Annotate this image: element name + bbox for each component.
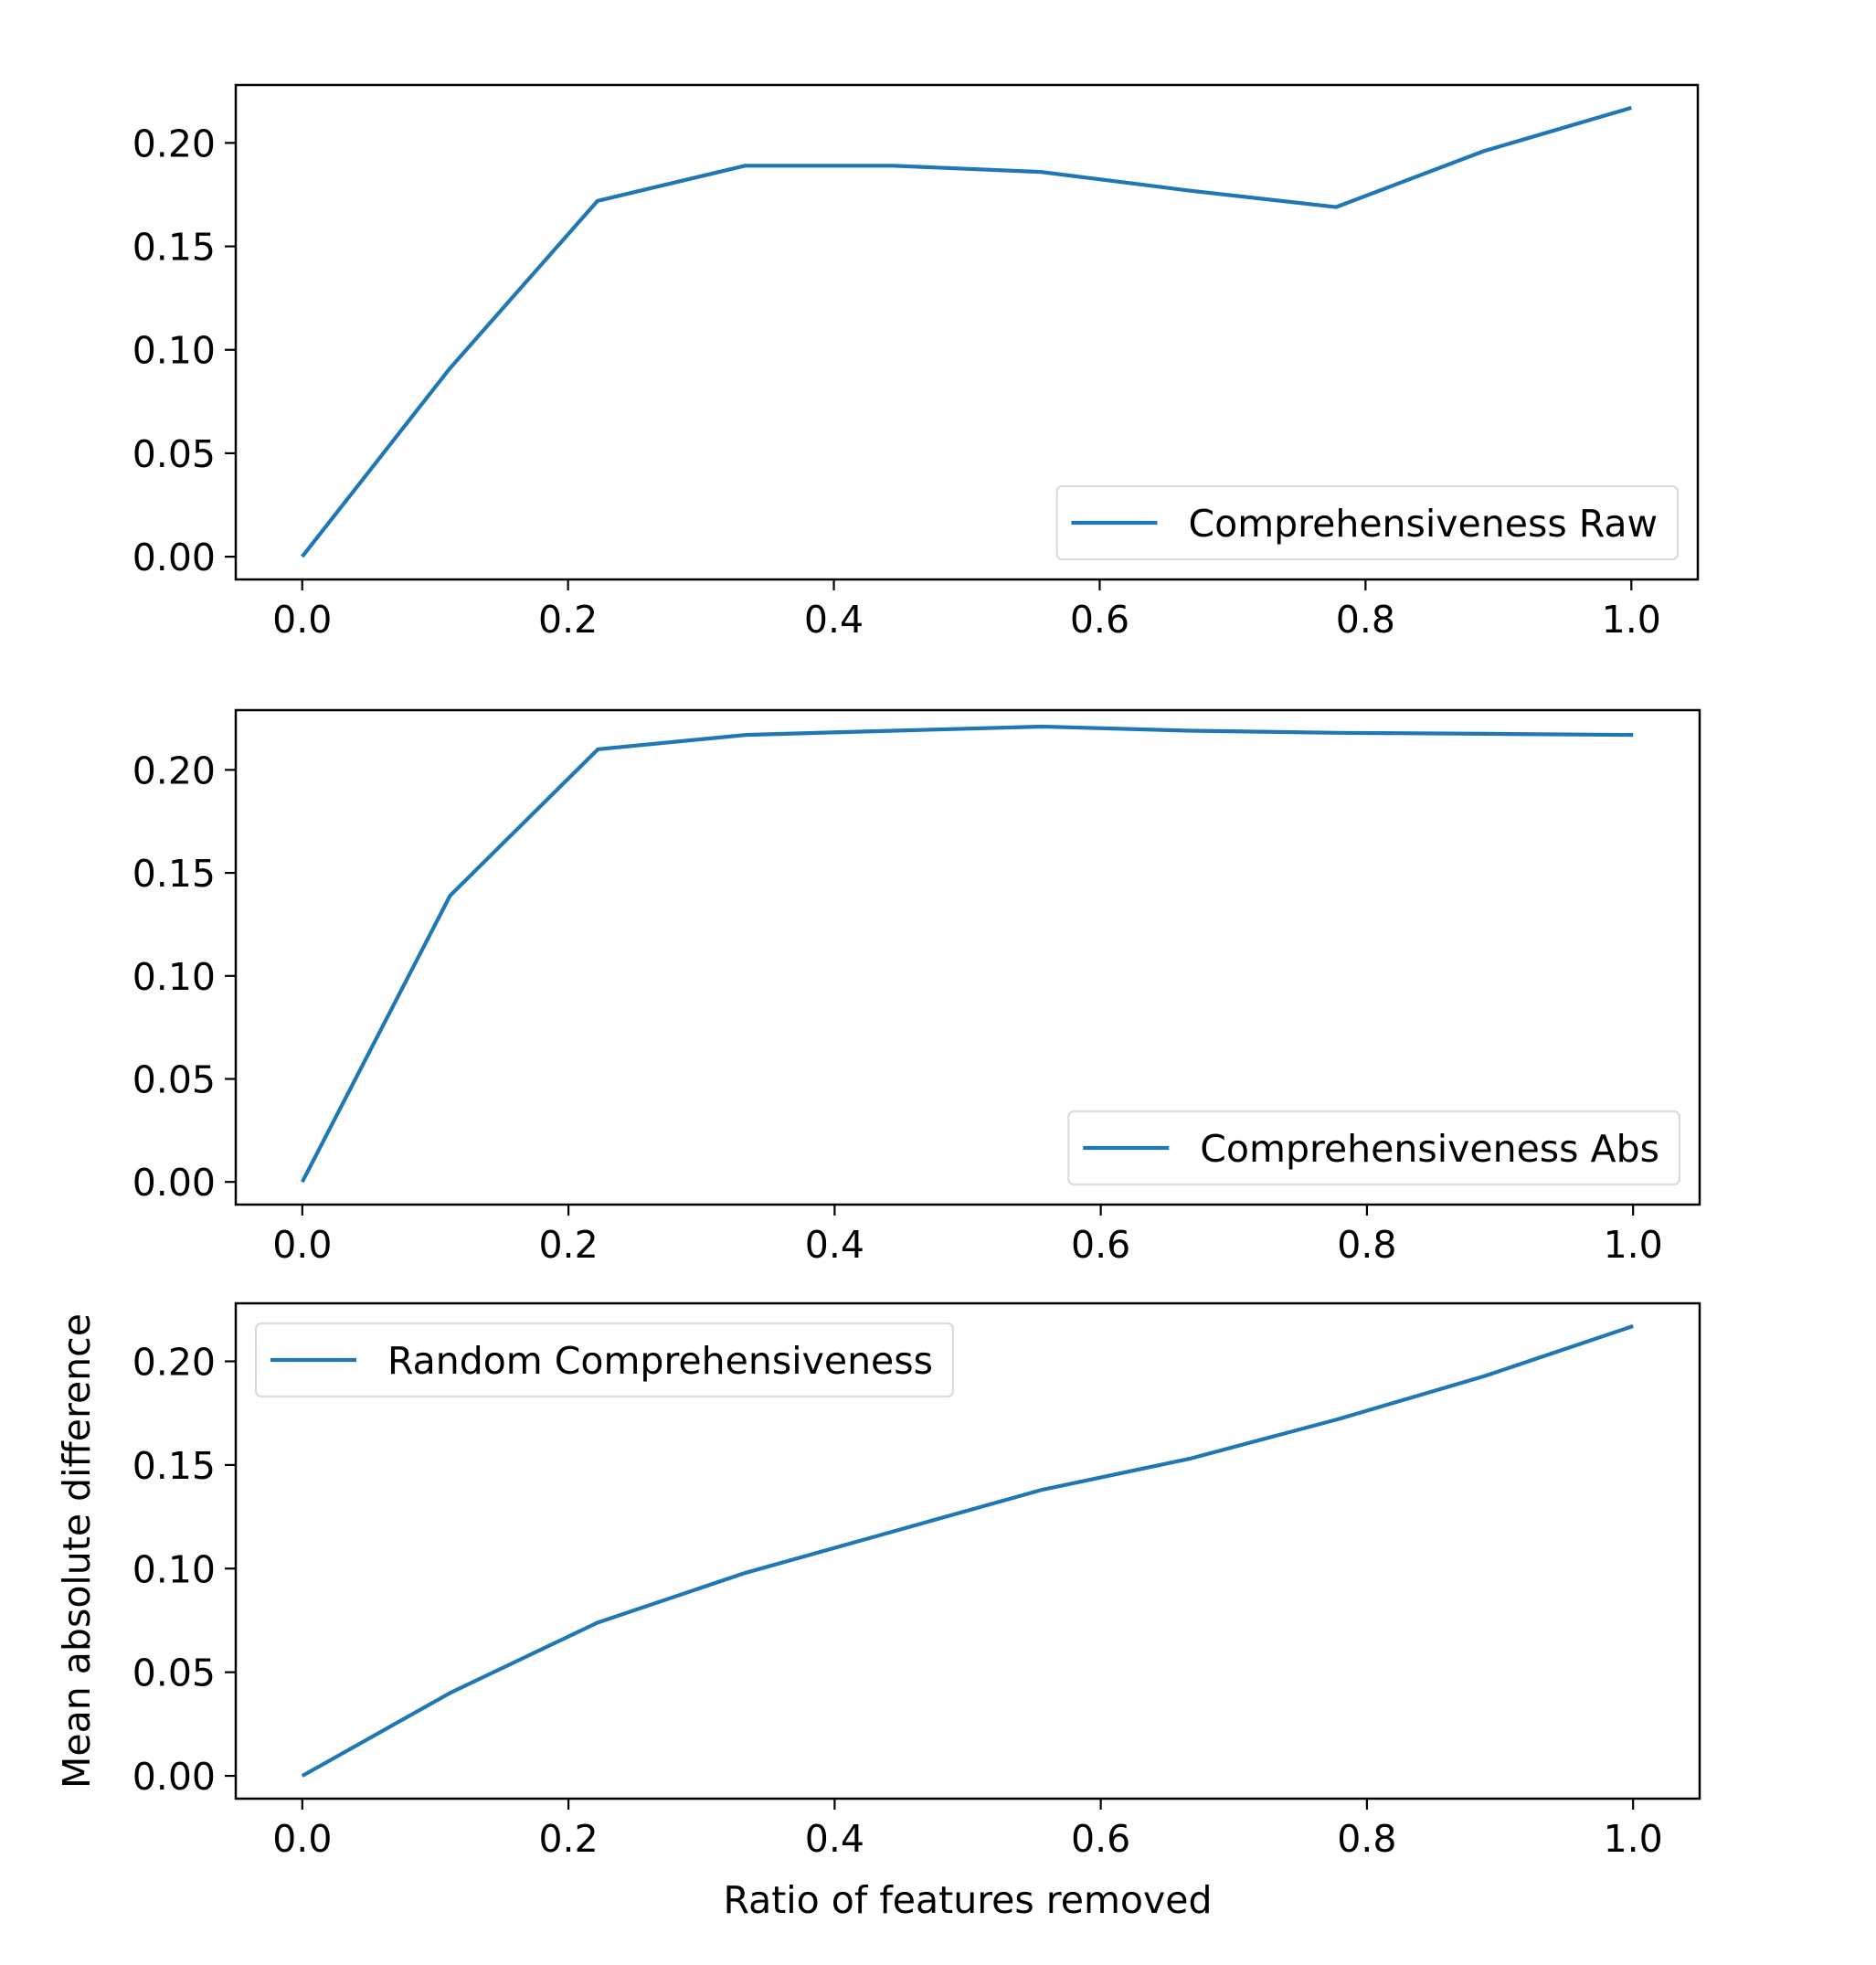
y-tick-label: 0.00 (132, 1161, 216, 1205)
x-tick-label: 0.8 (1337, 1223, 1396, 1267)
x-tick-label: 0.0 (272, 598, 332, 642)
y-tick-label: 0.15 (132, 226, 216, 270)
x-tick-label: 0.4 (804, 598, 864, 642)
x-tick-label: 1.0 (1602, 598, 1661, 642)
panel-comprehensiveness-abs: 0.0 0.2 0.4 0.6 0.8 1.0 0.00 0.05 0.10 0.15 0.20 C… (132, 708, 1701, 1267)
x-tick-label: 0.4 (805, 1223, 864, 1267)
y-tick-label: 0.20 (132, 1340, 216, 1384)
y-axis-title: Mean absolute difference (55, 1313, 99, 1789)
x-tick-label: 0.6 (1070, 598, 1129, 642)
x-tick-label: 1.0 (1604, 1223, 1663, 1267)
y-tick-label: 0.15 (132, 852, 216, 896)
panel-comprehensiveness-raw: 0.0 0.2 0.4 0.6 0.8 1.0 0.00 0.05 0.10 0.15 0.20 C… (132, 83, 1700, 642)
y-tick-label: 0.10 (132, 1547, 216, 1591)
series-line (301, 105, 1632, 558)
axes-frame (234, 83, 1700, 581)
y-tick-label: 0.20 (132, 749, 216, 792)
legend: Random Comprehensiveness (255, 1322, 955, 1397)
series-layer (301, 1323, 1634, 1778)
x-tick-label: 0.0 (272, 1223, 332, 1267)
legend: Comprehensiveness Abs (1067, 1110, 1680, 1185)
y-tick-label: 0.10 (132, 329, 216, 373)
x-axis-title: Ratio of features removed (724, 1878, 1213, 1922)
legend-label: Random Comprehensiveness (387, 1339, 933, 1383)
series-layer (300, 724, 1634, 1184)
panel-random-comprehensiveness: 0.0 0.2 0.4 0.6 0.8 1.0 0.00 0.05 0.10 0.15 0.20 R… (132, 1301, 1701, 1861)
x-tick-label: 0.2 (538, 1817, 598, 1861)
y-tick-label: 0.00 (132, 1755, 216, 1799)
x-tick-label: 0.8 (1336, 598, 1395, 642)
x-tick-label: 0.4 (805, 1817, 864, 1861)
legend-box (1055, 485, 1679, 560)
legend-box (1067, 1110, 1680, 1185)
axes-frame (234, 1301, 1701, 1800)
legend: Comprehensiveness Raw (1055, 485, 1679, 560)
x-tick-label: 0.6 (1071, 1817, 1130, 1861)
x-tick-label: 0.6 (1071, 1223, 1130, 1267)
x-tick-label: 1.0 (1604, 1817, 1663, 1861)
series-line (300, 724, 1634, 1184)
x-tick-label: 0.8 (1337, 1817, 1396, 1861)
y-tick-label: 0.10 (132, 955, 216, 999)
x-tick-label: 0.2 (538, 598, 598, 642)
x-tick-label: 0.2 (538, 1223, 598, 1267)
y-tick-label: 0.00 (132, 536, 216, 579)
legend-label: Comprehensiveness Raw (1188, 502, 1658, 546)
x-tick-label: 0.0 (272, 1817, 332, 1861)
axes-ticks: 0.0 0.2 0.4 0.6 0.8 1.0 0.00 0.05 0.10 0.15 0.20 (132, 122, 1661, 642)
axes-frame (234, 708, 1701, 1206)
y-tick-label: 0.05 (132, 1057, 216, 1101)
legend-label: Comprehensiveness Abs (1200, 1127, 1659, 1171)
y-tick-label: 0.05 (132, 1652, 216, 1695)
legend-box (255, 1322, 955, 1397)
y-tick-label: 0.05 (132, 432, 216, 476)
axes-ticks: 0.0 0.2 0.4 0.6 0.8 1.0 0.00 0.05 0.10 0.15 0.20 (132, 749, 1663, 1267)
y-tick-label: 0.20 (132, 122, 216, 165)
series-line (301, 1323, 1634, 1778)
y-tick-label: 0.15 (132, 1444, 216, 1488)
series-layer (301, 105, 1632, 558)
axes-ticks: 0.0 0.2 0.4 0.6 0.8 1.0 0.00 0.05 0.10 0.15 0.20 (132, 1340, 1663, 1861)
